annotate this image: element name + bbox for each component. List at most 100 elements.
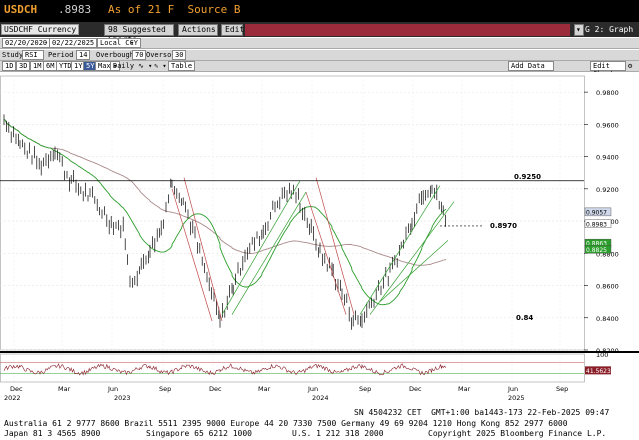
rsi-line <box>3 363 447 376</box>
annotation-0.84: 0.84 <box>516 314 533 322</box>
security-input[interactable]: USDCHF Currency <box>1 24 79 35</box>
study-select[interactable]: RSI <box>22 50 44 60</box>
x-year-label: 2024 <box>312 394 329 402</box>
range-1d[interactable]: 1D <box>2 61 17 71</box>
x-month-label: Dec <box>209 385 222 393</box>
session-info: SN 4504232 CET GMT+1:00 ba1443-173 22-Fe… <box>354 408 610 417</box>
green-channel-line <box>359 185 441 315</box>
currency-select[interactable]: Local CCY <box>97 38 141 48</box>
price-tag <box>584 219 612 228</box>
contact-line-1: Australia 61 2 9777 8600 Brazil 5511 239… <box>4 419 568 428</box>
annotations: 0.9250 0.8970 0.84 0.9057 0.8983 0.88630.8825… <box>0 173 612 375</box>
x-year-label: 2025 <box>508 394 525 402</box>
ma-short-line <box>3 119 447 306</box>
x-month-label: Sep <box>159 385 171 393</box>
price-tag <box>584 245 612 254</box>
red-channel-line <box>183 177 223 322</box>
overbought-field[interactable]: 70 <box>132 50 147 60</box>
ticker-symbol: USDCH <box>4 3 38 16</box>
rsi-panel-frame <box>0 353 585 383</box>
edit-button[interactable]: Edit <box>221 24 244 36</box>
y-tick-label: 0.9800 <box>596 89 619 97</box>
x-year-label: 2023 <box>114 394 131 402</box>
graph-label: G 2: Graph 2 <box>585 25 634 46</box>
y-tick-label: 0.8200 <box>596 347 619 355</box>
rsi-tag-label: 41.5623 <box>586 368 611 375</box>
settings-icon[interactable]: ⚙ <box>628 62 633 70</box>
x-month-label: Jun <box>507 385 518 393</box>
end-date-field[interactable]: 02/22/2025 <box>49 38 98 48</box>
y-tick-label: 0.8400 <box>596 315 619 323</box>
last-price: .8983 <box>58 3 92 16</box>
x-month-label: Jun <box>107 385 118 393</box>
y-tick-label: 0.9400 <box>596 154 619 162</box>
overbought-label: Overbought <box>96 51 139 59</box>
frequency-select[interactable]: Daily ▾ <box>110 61 134 71</box>
green-channel-line <box>379 240 449 302</box>
price-tag <box>584 207 612 217</box>
oversold-label: Oversold <box>146 51 180 59</box>
table-button[interactable]: Table <box>168 61 196 71</box>
price-tag-label: 0.8983 <box>586 221 607 228</box>
green-channel-line <box>231 191 307 315</box>
red-channel-line <box>305 191 347 315</box>
line-style-icon[interactable]: ∿ ▾ <box>138 62 153 70</box>
actions-button[interactable]: Actions ▾ <box>178 24 218 44</box>
x-month-label: Mar <box>258 385 271 393</box>
period-label: Period <box>48 51 74 59</box>
y-tick-label: 0.9200 <box>596 186 619 194</box>
y-tick-label: 0.8600 <box>596 283 619 291</box>
contact-japan: Japan 81 3 4565 8900 <box>4 429 101 438</box>
chart-area: 0.98000.96000.94000.92000.90000.88000.86… <box>0 72 639 404</box>
title-bar: USDCH .8983 As of 21 F Source B <box>0 0 639 22</box>
price-panel-frame <box>0 75 585 351</box>
currency-chevron-icon[interactable]: ▾ <box>130 39 135 47</box>
as-of-text: As of 21 F Source B <box>108 3 241 16</box>
grid <box>0 75 639 383</box>
rsi-tag <box>585 366 611 375</box>
copyright: Copyright 2025 Bloomberg Finance L.P. <box>428 429 607 438</box>
red-channel-line <box>171 188 213 322</box>
ma-long-line <box>3 119 447 266</box>
green-channel-line <box>369 201 455 315</box>
add-data-button[interactable]: Add Data <box>508 61 554 71</box>
green-channel-line <box>221 180 301 315</box>
y-tick-label: 0.8800 <box>596 250 619 258</box>
chart-marks <box>3 114 455 376</box>
price-tag-label: 0.8863 <box>586 241 607 248</box>
x-year-label: 2022 <box>4 394 21 402</box>
suggested-charts-button[interactable]: 98 Suggested Charts <box>104 24 174 44</box>
rsi-tick-label: 100 <box>596 351 608 359</box>
contact-us: U.S. 1 212 318 2000 <box>292 429 384 438</box>
annotation-0.9250: 0.9250 <box>514 173 541 181</box>
footer: SN 4504232 CET GMT+1:00 ba1443-173 22-Fe… <box>0 406 639 440</box>
x-month-label: Dec <box>10 385 23 393</box>
y-tick-label: 0.9600 <box>596 121 619 129</box>
graph-selector-icon[interactable]: ▾ <box>574 24 584 36</box>
status-bar <box>245 24 570 36</box>
price-tag-label: 0.8825 <box>586 247 607 254</box>
price-chart: 0.98000.96000.94000.92000.90000.88000.86… <box>0 75 639 402</box>
range-row: 1D 3D 1M 6M YTD 1Y 5Y Max Daily ▾ ∿ ▾ ✎ … <box>0 61 639 78</box>
edit-chart-button[interactable]: Edit Chart <box>590 61 626 78</box>
oversold-field[interactable]: 30 <box>172 50 187 60</box>
chart-icon: 98 <box>108 25 123 34</box>
study-row: Study RSI Period 14 Overbought 70 Overso… <box>0 50 639 61</box>
x-month-label: Dec <box>409 385 422 393</box>
date-range-row: 02/20/2020 - 02/22/2025 Local CCY ▾ <box>0 38 639 49</box>
y-axis: 0.98000.96000.94000.92000.90000.88000.86… <box>584 89 619 373</box>
price-tag-label: 0.9057 <box>586 209 607 216</box>
x-month-label: Jun <box>307 385 318 393</box>
command-row: USDCHF Currency 98 Suggested Charts Acti… <box>0 22 639 46</box>
x-axis: Dec Mar Jun Sep Dec Mar Jun Sep Dec Mar Jun Sep 2022… <box>4 385 568 402</box>
study-label: Study <box>2 51 24 59</box>
x-month-label: Mar <box>458 385 471 393</box>
draw-icon[interactable]: ✎ ▾ <box>154 62 167 70</box>
period-field[interactable]: 14 <box>76 50 91 60</box>
annotation-0.8970: 0.8970 <box>490 222 517 230</box>
contact-singapore: Singapore 65 6212 1000 <box>146 429 252 438</box>
x-month-label: Mar <box>58 385 71 393</box>
range-3d[interactable]: 3D <box>16 61 31 71</box>
red-channel-line <box>315 177 355 315</box>
start-date-field[interactable]: 02/20/2020 <box>2 38 51 48</box>
